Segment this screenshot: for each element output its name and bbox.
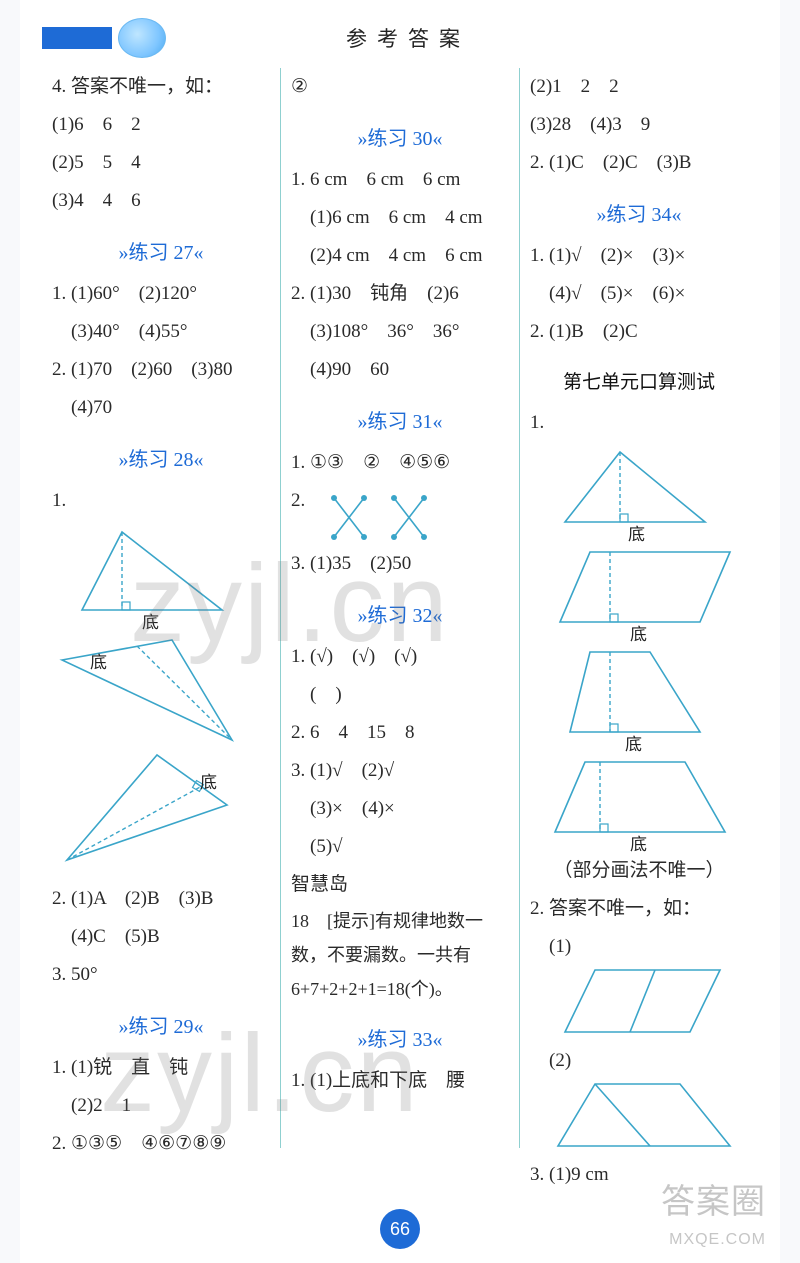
q4-2: (2)5 5 4 [52, 144, 270, 182]
matching-diagram [319, 490, 439, 545]
p30-1b: (2)4 cm 4 cm 6 cm [291, 237, 509, 275]
unit-trapezoid-1: 底 [560, 642, 720, 752]
p32-1b: ( ) [291, 676, 509, 714]
column-1: 4. 答案不唯一，如： (1)6 6 2 (2)5 5 4 (3)4 4 6 »… [42, 68, 280, 1148]
zhidao-title: 智慧岛 [291, 866, 509, 904]
c3-top-a: (2)1 2 2 [530, 68, 748, 106]
u-q2: 2. 答案不唯一，如： [530, 890, 748, 928]
base-label-2: 底 [90, 653, 107, 672]
p31-3: 3. (1)35 (2)50 [291, 545, 509, 583]
p34-1: 1. (1)√ (2)× (3)× [530, 237, 748, 275]
triangle-diagram-3: 底 [52, 750, 242, 880]
practice-34-title: »练习 34« [530, 198, 748, 227]
p34-2: 2. (1)B (2)C [530, 313, 748, 351]
split-trapezoid [550, 1076, 740, 1156]
p30-2a: (3)108° 36° 36° [291, 313, 509, 351]
p30-1: 1. 6 cm 6 cm 6 cm [291, 161, 509, 199]
unit-trapezoid-2: 底 [545, 752, 735, 852]
q4-label: 4. 答案不唯一，如： [52, 68, 270, 106]
p30-2: 2. (1)30 钝角 (2)6 [291, 275, 509, 313]
page-number: 66 [380, 1209, 420, 1249]
practice-30-title: »练习 30« [291, 122, 509, 151]
p27-1b: (3)40° (4)55° [52, 313, 270, 351]
unit-parallelogram: 底 [550, 542, 740, 642]
p29-1: 1. (1)锐 直 钝 [52, 1049, 270, 1087]
practice-27-title: »练习 27« [52, 236, 270, 265]
p32-3b: (3)× (4)× [291, 790, 509, 828]
header-accent-bar [42, 27, 112, 49]
c2-top: ② [291, 68, 509, 106]
page: 参考答案 4. 答案不唯一，如： (1)6 6 2 (2)5 5 4 (3)4 … [20, 0, 780, 1263]
brand-watermark: 答案圈 [661, 1174, 766, 1223]
c3-q2: 2. (1)C (2)C (3)B [530, 144, 748, 182]
p27-2: 2. (1)70 (2)60 (3)80 [52, 351, 270, 389]
u-q2-2: (2) [530, 1042, 748, 1080]
p28-q3: 3. 50° [52, 956, 270, 994]
base-label: 底 [142, 613, 159, 630]
column-3: (2)1 2 2 (3)28 (4)3 9 2. (1)C (2)C (3)B … [519, 68, 758, 1148]
practice-33-title: »练习 33« [291, 1023, 509, 1052]
base-label-trap1: 底 [625, 735, 642, 752]
triangle-diagram-2: 底 [52, 630, 242, 750]
p32-3c: (5)√ [291, 828, 509, 866]
base-label-3: 底 [200, 773, 217, 792]
site-watermark: MXQE.COM [669, 1231, 766, 1249]
p32-3: 3. (1)√ (2)√ [291, 752, 509, 790]
page-title: 参考答案 [346, 23, 470, 53]
p28-q2: 2. (1)A (2)B (3)B [52, 880, 270, 918]
p34-1b: (4)√ (5)× (6)× [530, 275, 748, 313]
page-header: 参考答案 [42, 18, 758, 58]
c3-top-b: (3)28 (4)3 9 [530, 106, 748, 144]
p31-1: 1. ①③ ② ④⑤⑥ [291, 444, 509, 482]
q4-1: (1)6 6 2 [52, 106, 270, 144]
unit-triangle: 底 [550, 442, 720, 542]
practice-32-title: »练习 32« [291, 599, 509, 628]
p28-q2b: (4)C (5)B [52, 918, 270, 956]
base-label-para: 底 [630, 625, 647, 642]
unit-7-title: 第七单元口算测试 [530, 367, 748, 394]
u-q1: 1. [530, 404, 748, 442]
practice-29-title: »练习 29« [52, 1010, 270, 1039]
content-columns: 4. 答案不唯一，如： (1)6 6 2 (2)5 5 4 (3)4 4 6 »… [42, 68, 758, 1148]
practice-31-title: »练习 31« [291, 405, 509, 434]
p28-q1: 1. [52, 482, 270, 520]
p33-1: 1. (1)上底和下底 腰 [291, 1062, 509, 1100]
column-2: ② »练习 30« 1. 6 cm 6 cm 6 cm (1)6 cm 6 cm… [280, 68, 519, 1148]
split-parallelogram [560, 962, 730, 1042]
unit-note: （部分画法不唯一） [530, 852, 748, 890]
p30-2b: (4)90 60 [291, 351, 509, 389]
p27-1: 1. (1)60° (2)120° [52, 275, 270, 313]
base-label-trap2: 底 [630, 835, 647, 852]
p30-1a: (1)6 cm 6 cm 4 cm [291, 199, 509, 237]
clock-icon [118, 18, 166, 58]
base-label-tri: 底 [628, 525, 645, 542]
p27-2b: (4)70 [52, 389, 270, 427]
triangle-diagram-1: 底 [52, 520, 232, 630]
page-number-wrap: 66 [380, 1209, 420, 1249]
p32-2: 2. 6 4 15 8 [291, 714, 509, 752]
p29-2: 2. ①③⑤ ④⑥⑦⑧⑨ [52, 1125, 270, 1163]
p29-1b: (2)2 1 [52, 1087, 270, 1125]
zhidao-text: 18 [提示]有规律地数一数，不要漏数。一共有 6+7+2+2+1=18(个)。 [291, 904, 509, 1007]
p32-1: 1. (√) (√) (√) [291, 638, 509, 676]
u-q2-1: (1) [530, 928, 748, 966]
practice-28-title: »练习 28« [52, 443, 270, 472]
q4-3: (3)4 4 6 [52, 182, 270, 220]
